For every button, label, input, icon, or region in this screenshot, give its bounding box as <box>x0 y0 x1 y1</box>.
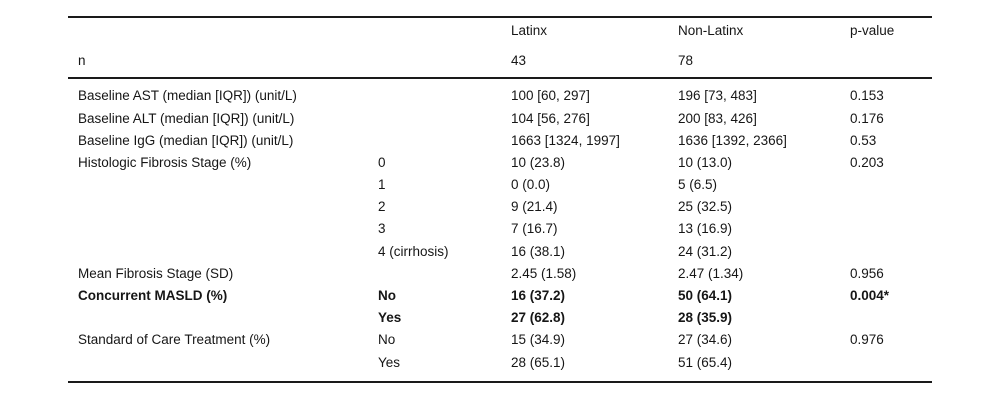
cell-latinx: 2.45 (1.58) <box>511 265 577 281</box>
table-row: Baseline AST (median [IQR]) (unit/L) 100 … <box>68 85 932 107</box>
cell-p-value: 0.176 <box>850 110 884 126</box>
row-sub-cell: 2 <box>378 199 386 215</box>
baseline-characteristics-table: Latinx Non-Latinx p-value n 43 78 Baseli… <box>68 16 932 384</box>
cell-p-value: 0.53 <box>850 132 877 148</box>
cell-non-latinx: 200 [83, 426] <box>678 110 757 126</box>
table-row: 4 (cirrhosis) 16 (38.1) 24 (31.2) <box>68 240 932 262</box>
cell-latinx: 28 (65.1) <box>511 354 566 370</box>
col-header-latinx: Latinx <box>511 23 548 39</box>
cell-non-latinx: 25 (32.5) <box>678 199 733 215</box>
table-header-rule <box>68 77 932 79</box>
row-label-cell: Baseline AST (median [IQR]) (unit/L) <box>78 88 297 104</box>
row-sub-cell: No <box>378 288 396 304</box>
table-row: Baseline ALT (median [IQR]) (unit/L) 104 … <box>68 107 932 129</box>
n-non-latinx-value: 78 <box>678 52 694 68</box>
cell-non-latinx: 196 [73, 483] <box>678 88 757 104</box>
cell-latinx: 27 (62.8) <box>511 310 566 326</box>
cell-p-value: 0.004* <box>850 288 890 304</box>
cell-latinx: 15 (34.9) <box>511 332 566 348</box>
table-body: Baseline AST (median [IQR]) (unit/L) 100 … <box>68 85 932 373</box>
cell-latinx: 16 (38.1) <box>511 243 566 259</box>
cell-p-value: 0.976 <box>850 332 884 348</box>
row-label-cell: Standard of Care Treatment (%) <box>78 332 271 348</box>
cell-non-latinx: 27 (34.6) <box>678 332 733 348</box>
cell-p-value: 0.956 <box>850 265 884 281</box>
cell-latinx: 9 (21.4) <box>511 199 558 215</box>
table-row: Standard of Care Treatment (%) No 15 (34.9… <box>68 329 932 351</box>
cell-non-latinx: 50 (64.1) <box>678 288 733 304</box>
table-group-header-row: Latinx Non-Latinx p-value <box>68 18 932 44</box>
cell-non-latinx: 10 (13.0) <box>678 154 733 170</box>
table-row: 3 7 (16.7) 13 (16.9) <box>68 218 932 240</box>
cell-latinx: 100 [60, 297] <box>511 88 590 104</box>
cell-non-latinx: 51 (65.4) <box>678 354 733 370</box>
cell-latinx: 16 (37.2) <box>511 288 566 304</box>
table-row: Baseline IgG (median [IQR]) (unit/L) 1663… <box>68 129 932 151</box>
cell-p-value: 0.153 <box>850 88 884 104</box>
col-header-p-value: p-value <box>850 23 895 39</box>
table-n-row: n 43 78 <box>68 44 932 77</box>
table-bottom-rule <box>68 381 932 384</box>
row-sub-cell: 4 (cirrhosis) <box>378 243 449 259</box>
row-label-cell: Mean Fibrosis Stage (SD) <box>78 265 234 281</box>
cell-non-latinx: 1636 [1392, 2366] <box>678 132 787 148</box>
table-row: 1 0 (0.0) 5 (6.5) <box>68 174 932 196</box>
row-sub-cell: 1 <box>378 177 386 193</box>
row-label-cell: Baseline IgG (median [IQR]) (unit/L) <box>78 132 294 148</box>
n-latinx-value: 43 <box>511 52 527 68</box>
cell-non-latinx: 13 (16.9) <box>678 221 733 237</box>
cell-latinx: 104 [56, 276] <box>511 110 590 126</box>
table-row: Yes 28 (65.1) 51 (65.4) <box>68 351 932 373</box>
cell-p-value: 0.203 <box>850 154 884 170</box>
table-row: Concurrent MASLD (%) No 16 (37.2) 50 (64.1)… <box>68 285 932 307</box>
cell-non-latinx: 28 (35.9) <box>678 310 733 326</box>
cell-latinx: 0 (0.0) <box>511 177 551 193</box>
table-row: 2 9 (21.4) 25 (32.5) <box>68 196 932 218</box>
row-label-cell: Concurrent MASLD (%) <box>78 288 228 304</box>
col-header-non-latinx: Non-Latinx <box>678 23 744 39</box>
cell-non-latinx: 2.47 (1.34) <box>678 265 744 281</box>
table-row: Histologic Fibrosis Stage (%) 0 10 (23.8) 1… <box>68 152 932 174</box>
row-sub-cell: 0 <box>378 154 386 170</box>
row-sub-cell: Yes <box>378 354 401 370</box>
row-sub-cell: Yes <box>378 310 402 326</box>
row-sub-cell: No <box>378 332 396 348</box>
table-row: Mean Fibrosis Stage (SD) 2.45 (1.58) 2.47 … <box>68 263 932 285</box>
table-row: Yes 27 (62.8) 28 (35.9) <box>68 307 932 329</box>
cell-latinx: 7 (16.7) <box>511 221 558 237</box>
cell-non-latinx: 5 (6.5) <box>678 177 718 193</box>
row-label-cell: Histologic Fibrosis Stage (%) <box>78 154 252 170</box>
row-sub-cell: 3 <box>378 221 386 237</box>
cell-non-latinx: 24 (31.2) <box>678 243 733 259</box>
row-label-cell: Baseline ALT (median [IQR]) (unit/L) <box>78 110 295 126</box>
n-row-label: n <box>78 52 86 68</box>
cell-latinx: 1663 [1324, 1997] <box>511 132 620 148</box>
cell-latinx: 10 (23.8) <box>511 154 566 170</box>
table-top-rule <box>68 16 932 18</box>
